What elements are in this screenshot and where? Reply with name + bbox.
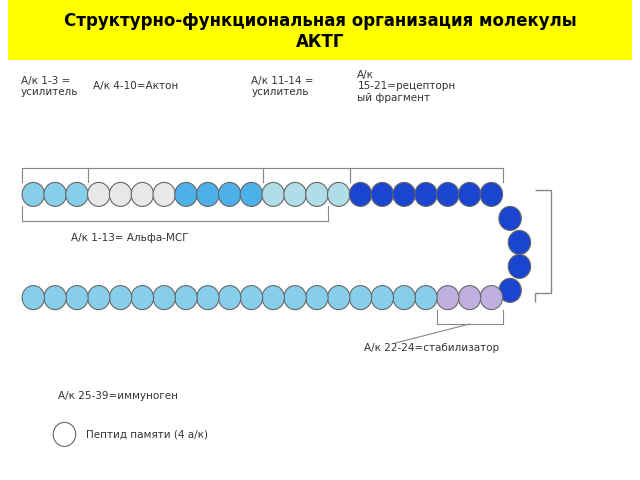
Ellipse shape [262,182,284,206]
Ellipse shape [371,182,394,206]
Text: А/к 11-14 =
усилитель: А/к 11-14 = усилитель [252,76,314,97]
Ellipse shape [436,286,459,310]
Ellipse shape [349,182,372,206]
Ellipse shape [218,286,241,310]
Ellipse shape [508,230,531,254]
Ellipse shape [109,286,132,310]
Ellipse shape [458,286,481,310]
Ellipse shape [284,286,307,310]
Ellipse shape [508,254,531,278]
Text: А/к 1-13= Альфа-МСГ: А/к 1-13= Альфа-МСГ [70,233,188,242]
Ellipse shape [131,286,154,310]
Text: А/к
15-21=рецепторн
ый фрагмент: А/к 15-21=рецепторн ый фрагмент [357,70,456,103]
Ellipse shape [66,286,88,310]
Text: А/к 25-39=иммуноген: А/к 25-39=иммуноген [58,391,178,401]
Ellipse shape [371,286,394,310]
Ellipse shape [66,182,88,206]
Ellipse shape [44,182,67,206]
Ellipse shape [53,422,76,446]
Ellipse shape [328,182,350,206]
Ellipse shape [393,286,415,310]
Ellipse shape [218,182,241,206]
Ellipse shape [415,182,437,206]
Ellipse shape [153,286,175,310]
Ellipse shape [175,286,197,310]
Ellipse shape [284,182,307,206]
Ellipse shape [458,182,481,206]
Ellipse shape [109,182,132,206]
Text: Структурно-функциональная организация молекулы
АКТГ: Структурно-функциональная организация мо… [63,12,577,50]
Text: А/к 4-10=Актон: А/к 4-10=Актон [93,82,178,91]
Ellipse shape [262,286,284,310]
Ellipse shape [131,182,154,206]
Ellipse shape [22,182,45,206]
Ellipse shape [88,286,110,310]
Ellipse shape [175,182,197,206]
Ellipse shape [349,286,372,310]
Text: А/к 1-3 =
усилитель: А/к 1-3 = усилитель [21,76,78,97]
Ellipse shape [44,286,67,310]
Text: Пептид памяти (4 а/к): Пептид памяти (4 а/к) [86,430,208,439]
Ellipse shape [240,182,262,206]
FancyBboxPatch shape [8,0,632,60]
Ellipse shape [240,286,262,310]
Ellipse shape [306,182,328,206]
Ellipse shape [436,182,459,206]
Ellipse shape [153,182,175,206]
Ellipse shape [328,286,350,310]
Ellipse shape [480,182,502,206]
Ellipse shape [306,286,328,310]
Ellipse shape [480,286,502,310]
Ellipse shape [499,278,522,302]
Ellipse shape [196,286,219,310]
Ellipse shape [22,286,45,310]
Ellipse shape [88,182,110,206]
Ellipse shape [196,182,219,206]
Ellipse shape [415,286,437,310]
Ellipse shape [499,206,522,230]
Ellipse shape [393,182,415,206]
Text: А/к 22-24=стабилизатор: А/к 22-24=стабилизатор [364,343,499,353]
